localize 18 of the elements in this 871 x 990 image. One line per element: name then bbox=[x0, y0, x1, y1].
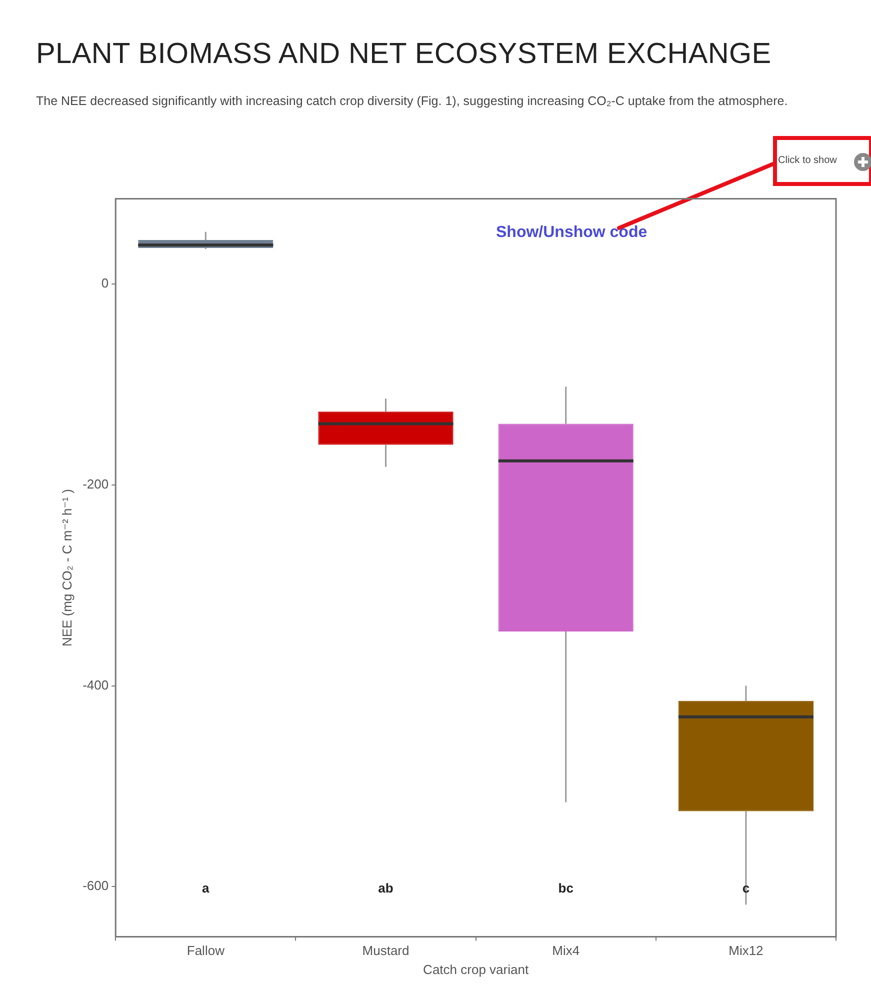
x-tick-label: Fallow bbox=[186, 943, 226, 958]
annotation: ab bbox=[378, 880, 394, 896]
y-tick-label: -400 bbox=[82, 677, 109, 692]
annotation: Show/Unshow code bbox=[496, 224, 648, 242]
y-tick-label: -600 bbox=[82, 878, 109, 894]
x-tick-label: Mustard bbox=[362, 943, 410, 958]
annotation: c bbox=[742, 880, 750, 896]
y-tick-label: 0 bbox=[101, 276, 109, 291]
x-tick-label: Mix12 bbox=[728, 943, 764, 958]
annotation: bc bbox=[558, 880, 574, 896]
annotation: a bbox=[202, 880, 210, 896]
chart-subtitle: The NEE decreased significantly with increasing catch crop diversity (Fig. 1), suggesting increasing CO₂-C uptake from the atmosphere. bbox=[36, 93, 789, 110]
x-axis-title: Catch crop variant bbox=[423, 962, 529, 977]
text: Click to show bbox=[778, 155, 837, 166]
y-axis-title: NEE (mg CO₂ - C m⁻² h⁻¹ ) bbox=[59, 489, 74, 647]
y-tick-label: -200 bbox=[82, 476, 109, 492]
x-tick-label: Mix4 bbox=[552, 943, 580, 958]
chart-title: PLANT BIOMASS AND NET ECOSYSTEM EXCHANGE bbox=[36, 38, 772, 71]
